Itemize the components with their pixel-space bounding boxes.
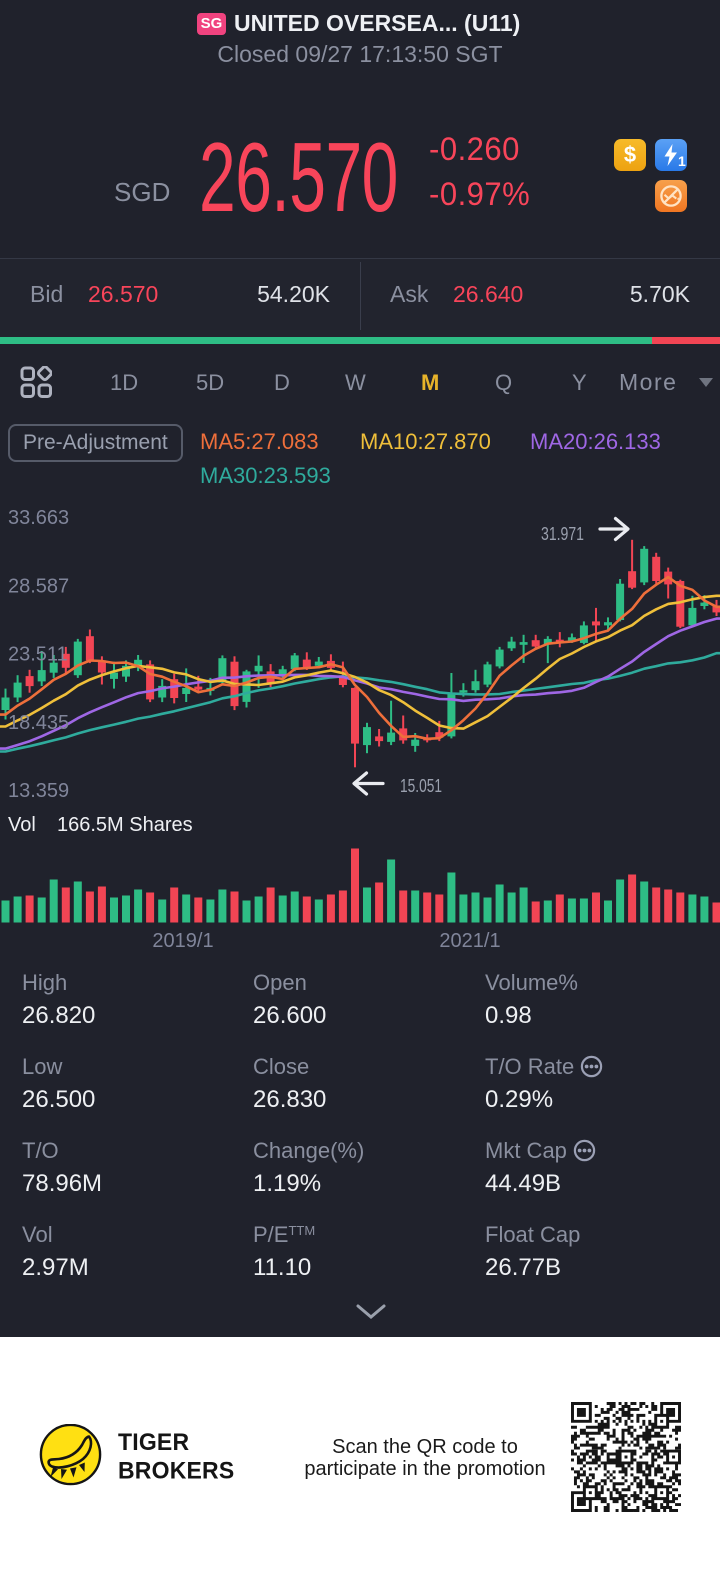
svg-text:13.359: 13.359 <box>8 780 69 802</box>
svg-text:28.587: 28.587 <box>8 575 69 597</box>
svg-text:166.5M Shares: 166.5M Shares <box>57 814 193 836</box>
svg-text:Vol: Vol <box>8 814 36 836</box>
svg-text:18.435: 18.435 <box>8 712 69 734</box>
svg-text:33.663: 33.663 <box>8 507 69 529</box>
svg-text:23.511: 23.511 <box>8 644 68 666</box>
svg-text:31.971: 31.971 <box>541 524 584 544</box>
svg-text:15.051: 15.051 <box>400 776 442 796</box>
svg-text:2021/1: 2021/1 <box>439 930 500 952</box>
svg-text:2019/1: 2019/1 <box>152 930 213 952</box>
svg-text:1: 1 <box>678 153 686 169</box>
